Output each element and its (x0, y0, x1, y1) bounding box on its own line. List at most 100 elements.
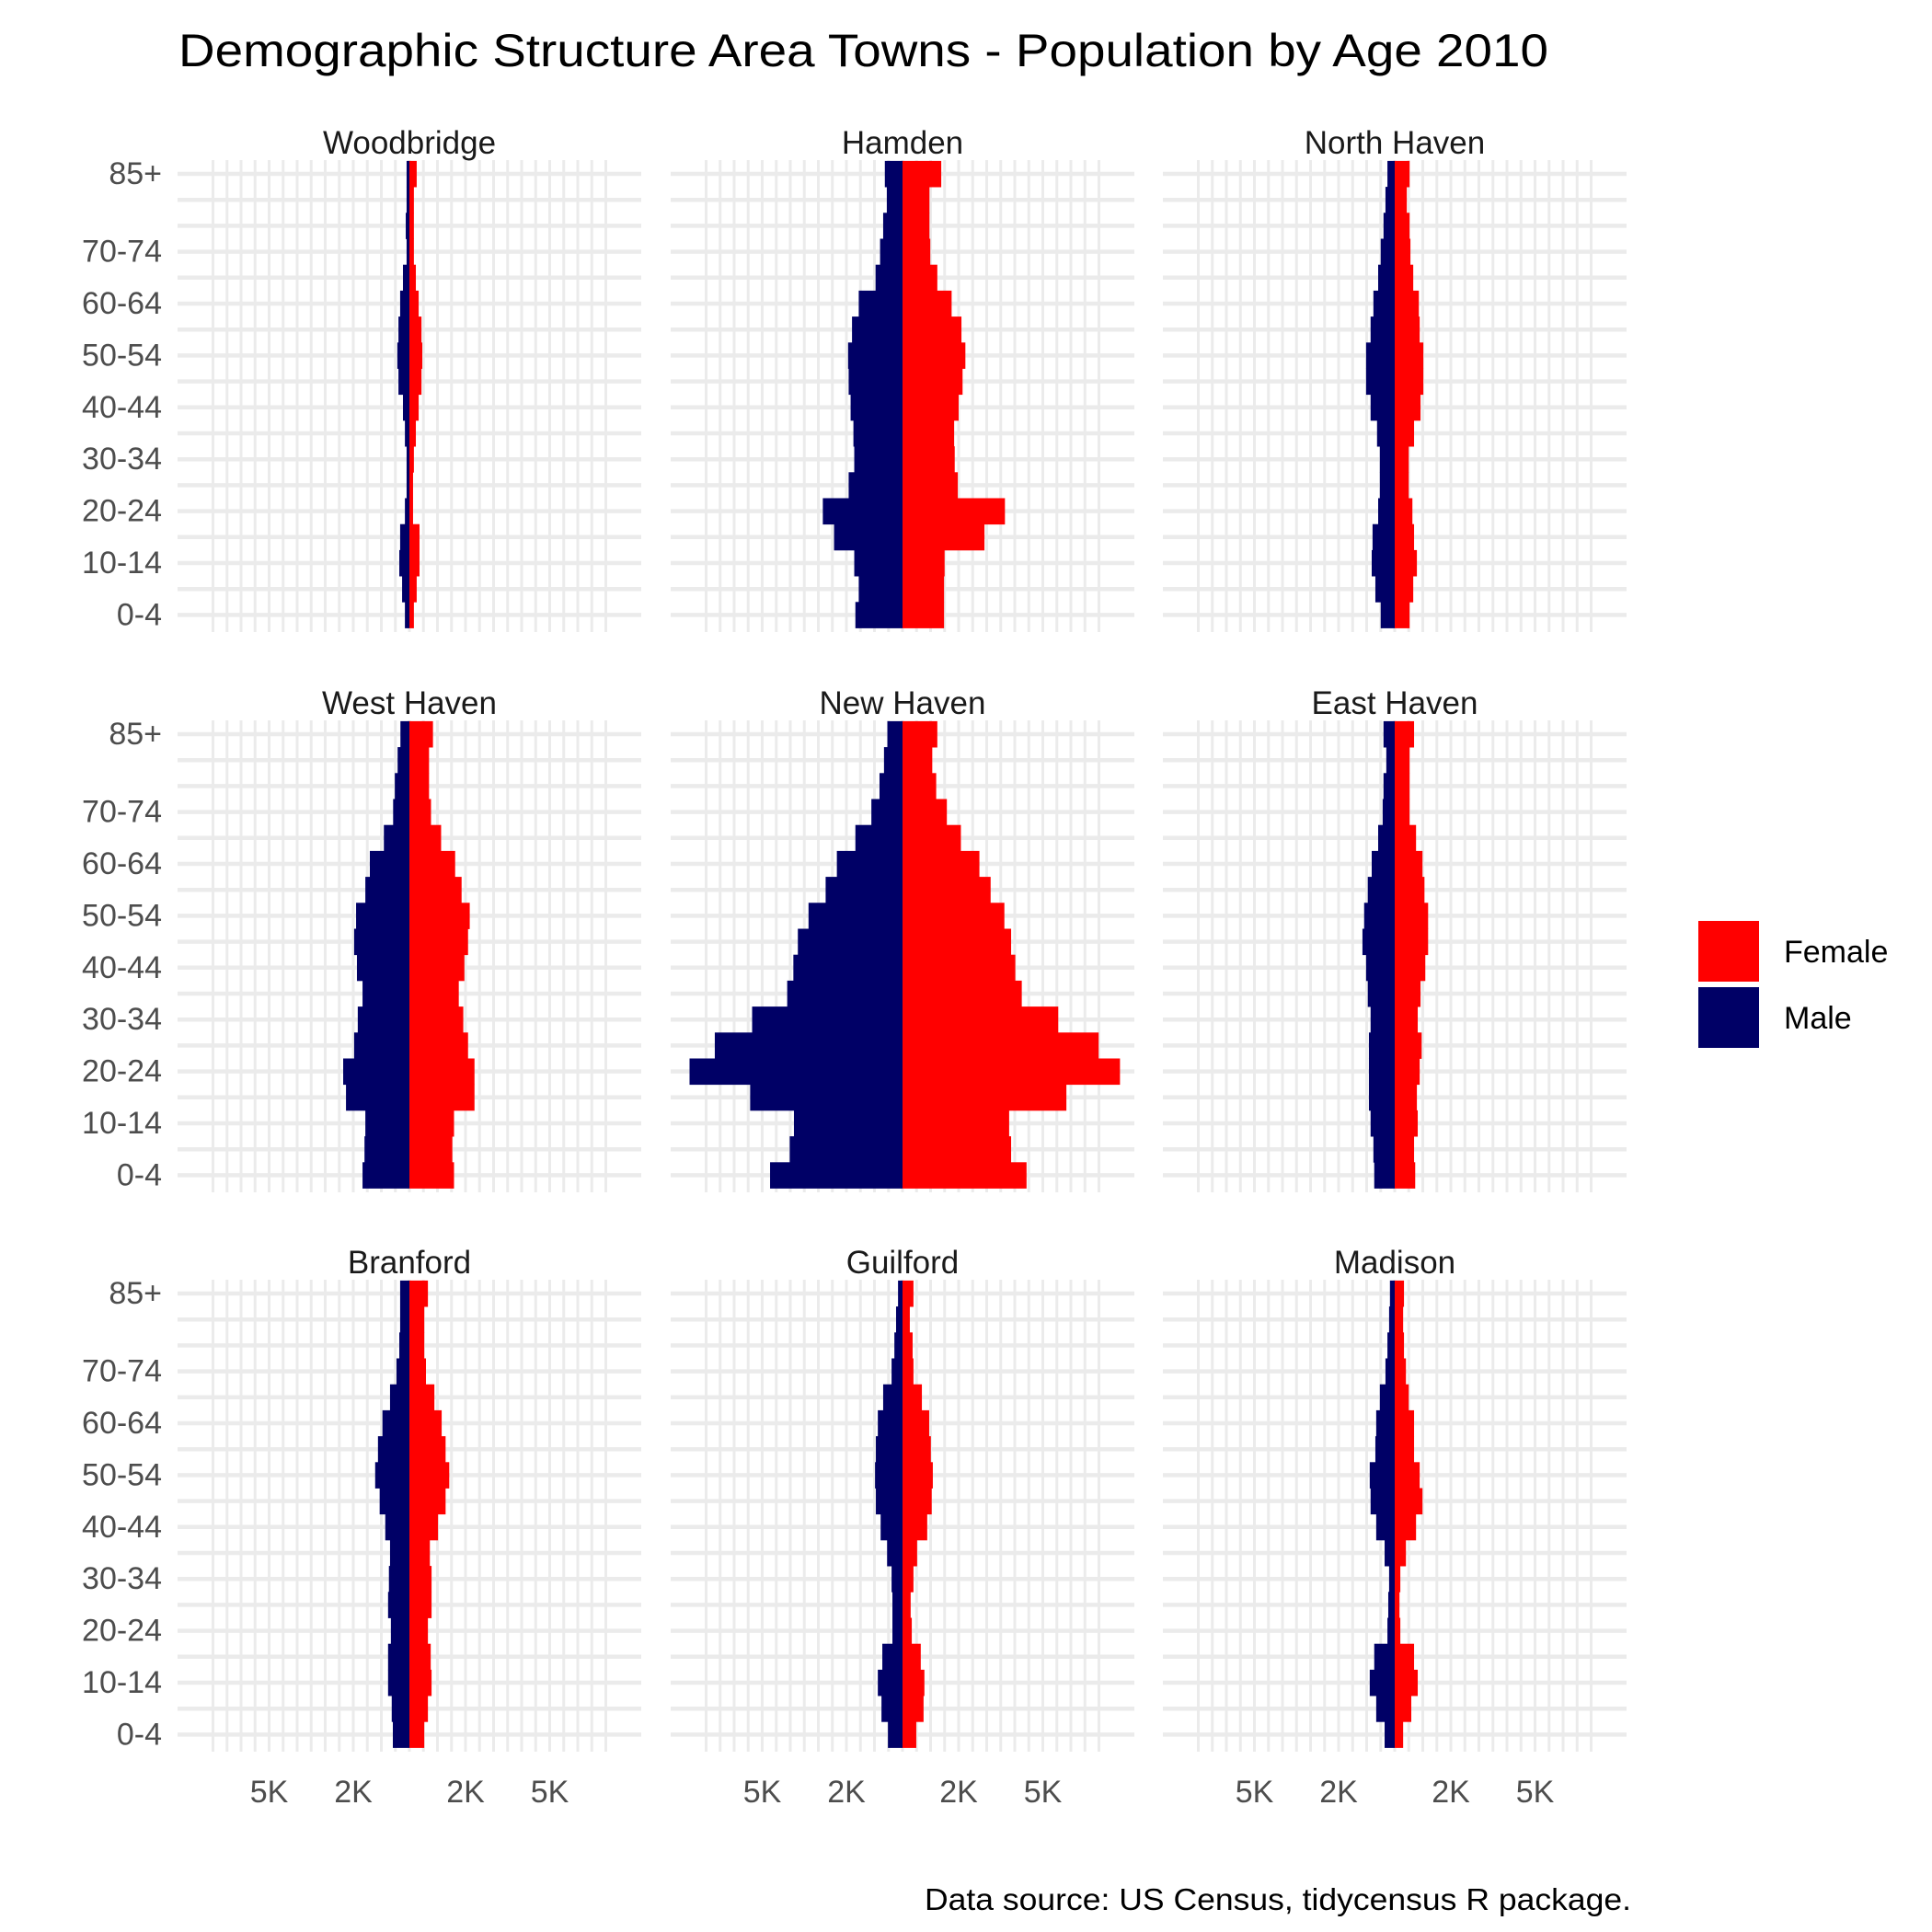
bar-male-85-plus (1383, 720, 1395, 748)
bar-female-35-39 (903, 980, 1022, 1007)
bar-female-45-49 (903, 368, 963, 396)
bar-male-75-79 (1383, 773, 1395, 799)
bar-female-85-plus (903, 720, 937, 748)
bar-female-45-49 (409, 928, 468, 956)
bar-female-70-74 (409, 799, 431, 826)
bar-male-60-64 (836, 850, 903, 878)
bar-male-5-9 (858, 576, 903, 603)
bar-female-55-59 (1395, 877, 1425, 903)
bar-female-35-39 (409, 420, 417, 447)
bar-female-55-59 (409, 1436, 446, 1463)
bar-male-30-34 (752, 1006, 903, 1033)
bar-female-70-74 (1395, 799, 1410, 826)
facet-panel-east-haven: East Haven (1163, 685, 1627, 1192)
bar-male-20-24 (822, 498, 903, 525)
facet-panel-west-haven: West Haven 0-4 10-14 20-24 30-34 40-44 50-54 60… (82, 685, 641, 1192)
bar-female-80-84 (1395, 747, 1410, 774)
bar-female-55-59 (409, 877, 462, 903)
x-tick-label: 2K (446, 1775, 485, 1810)
bar-male-85-plus (898, 1280, 903, 1307)
bar-female-25-29 (1395, 472, 1409, 499)
bar-female-30-34 (1395, 446, 1409, 473)
bar-female-30-34 (903, 1006, 1059, 1033)
bar-female-70-74 (903, 1358, 914, 1386)
y-tick-label: 0-4 (117, 597, 162, 632)
bar-female-15-19 (1395, 1084, 1418, 1111)
bar-female-80-84 (903, 747, 933, 774)
bar-female-40-44 (903, 1513, 927, 1541)
bar-female-60-64 (903, 290, 952, 317)
bar-male-85-plus (400, 720, 409, 748)
bar-male-25-29 (387, 1592, 409, 1618)
bar-male-45-49 (353, 928, 409, 956)
bar-female-65-69 (903, 824, 961, 852)
bar-male-85-plus (887, 720, 903, 748)
bar-male-35-39 (362, 980, 409, 1007)
bar-male-15-19 (882, 1643, 903, 1671)
bar-female-0-4 (1395, 1162, 1416, 1189)
bar-male-10-14 (854, 549, 903, 577)
bar-female-0-4 (409, 602, 414, 628)
x-tick-label: 5K (743, 1775, 782, 1810)
bar-male-55-59 (377, 1436, 409, 1463)
bar-female-85-plus (903, 1280, 914, 1307)
bar-female-80-84 (409, 187, 414, 213)
bar-male-10-14 (365, 1110, 409, 1137)
bar-male-5-9 (1374, 576, 1395, 603)
bar-male-25-29 (848, 472, 903, 499)
bar-male-80-84 (1386, 747, 1395, 774)
bar-male-55-59 (825, 877, 903, 903)
bar-male-60-64 (1373, 290, 1395, 317)
y-tick-label: 30-34 (82, 1002, 162, 1037)
bar-female-85-plus (409, 1280, 429, 1307)
bar-male-45-49 (1362, 928, 1395, 956)
bar-male-45-49 (379, 1488, 409, 1515)
bar-female-40-44 (409, 954, 465, 982)
bar-female-35-39 (1395, 420, 1415, 447)
bar-male-30-34 (388, 1566, 409, 1593)
bar-female-45-49 (1395, 928, 1429, 956)
bar-female-35-39 (409, 1539, 431, 1567)
bar-male-65-69 (1378, 824, 1395, 852)
bar-male-40-44 (850, 394, 903, 421)
bar-male-5-9 (789, 1136, 903, 1163)
bar-female-10-14 (903, 1669, 925, 1696)
bar-male-30-34 (406, 446, 409, 473)
bar-female-10-14 (409, 1669, 432, 1696)
bar-male-80-84 (399, 1306, 409, 1333)
y-tick-label: 50-54 (82, 898, 162, 933)
bar-male-60-64 (858, 290, 903, 317)
bar-female-30-34 (903, 446, 955, 473)
bar-female-70-74 (903, 799, 948, 826)
bar-female-65-69 (409, 824, 442, 852)
bar-female-0-4 (409, 1721, 425, 1748)
bar-female-20-24 (903, 1617, 913, 1645)
bar-male-50-54 (808, 903, 903, 929)
bar-female-0-4 (1395, 1721, 1404, 1748)
bar-male-55-59 (1374, 1436, 1395, 1463)
facet-panel-guilford: Guilford 5K 2K 2K 5K (671, 1245, 1134, 1810)
bar-female-5-9 (903, 576, 945, 603)
bar-male-10-14 (1371, 549, 1395, 577)
bar-female-55-59 (903, 1436, 931, 1463)
bar-female-15-19 (1395, 523, 1415, 551)
bar-male-75-79 (894, 1332, 903, 1359)
bar-female-55-59 (903, 316, 962, 343)
bar-male-75-79 (1387, 1332, 1395, 1359)
bar-male-70-74 (1382, 799, 1395, 826)
bar-female-75-79 (903, 773, 937, 799)
x-tick-label: 5K (1236, 1775, 1274, 1810)
bar-female-65-69 (903, 1384, 923, 1411)
bar-female-25-29 (903, 1032, 1099, 1059)
bar-female-10-14 (409, 549, 420, 577)
bar-male-50-54 (847, 342, 903, 369)
bar-male-65-69 (1378, 264, 1395, 292)
facet-title: North Haven (1305, 125, 1485, 161)
bar-female-40-44 (1395, 954, 1426, 982)
bar-male-45-49 (398, 368, 409, 396)
bar-male-10-14 (1370, 1110, 1395, 1137)
y-tick-label: 10-14 (82, 546, 162, 581)
bar-female-5-9 (409, 1696, 429, 1722)
bar-male-80-84 (883, 747, 903, 774)
